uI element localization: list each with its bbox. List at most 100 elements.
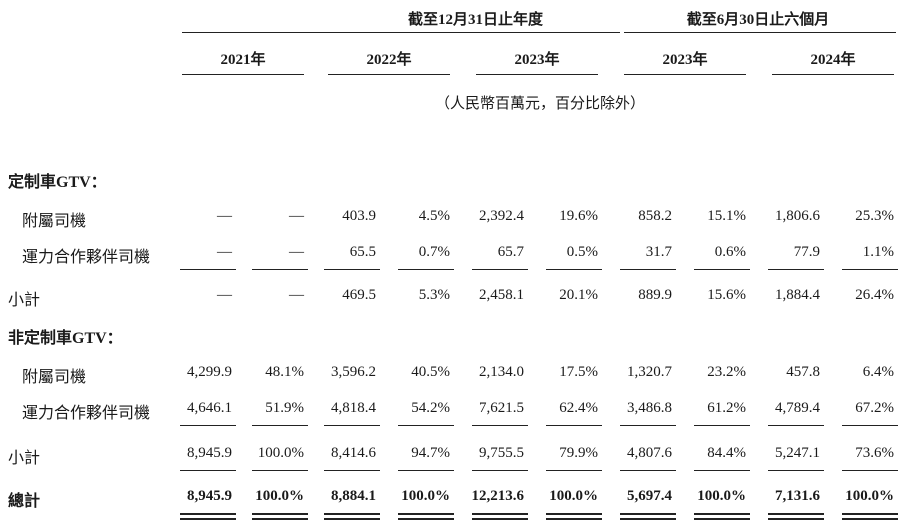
year-rule-2023-hy xyxy=(624,74,746,75)
cell-rule xyxy=(398,425,454,426)
cell-percent: 15.6% xyxy=(707,287,746,303)
row-label: 小計 xyxy=(8,292,41,309)
cell-percent: 17.5% xyxy=(559,364,598,380)
cell-rule xyxy=(694,425,750,426)
cell-percent: 15.1% xyxy=(707,208,746,224)
cell-amount: 8,945.9 xyxy=(187,488,232,504)
cell-rule-double xyxy=(768,518,824,520)
cell-amount: 31.7 xyxy=(645,244,672,260)
cell-rule xyxy=(180,470,236,471)
cell-percent: — xyxy=(289,208,304,224)
cell-percent: 94.7% xyxy=(411,445,450,461)
cell-amount: 457.8 xyxy=(786,364,820,380)
cell-amount: 77.9 xyxy=(793,244,820,260)
cell-percent: 100.0% xyxy=(697,488,746,504)
cell-percent: 100.0% xyxy=(401,488,450,504)
year-header-2022: 2022年 xyxy=(366,52,412,68)
cell-rule xyxy=(252,269,308,270)
cell-amount: 1,806.6 xyxy=(775,208,820,224)
cell-amount: 7,131.6 xyxy=(775,488,820,504)
unit-note: （人民幣百萬元，百分比除外） xyxy=(434,96,645,112)
header-group-hy-rule xyxy=(624,32,896,33)
header-group-hy: 截至6月30日止六個月 xyxy=(686,12,830,28)
cell-percent: 84.4% xyxy=(707,445,746,461)
cell-amount: 4,299.9 xyxy=(187,364,232,380)
cell-amount: — xyxy=(217,244,232,260)
cell-percent: 100.0% xyxy=(257,445,304,461)
row-label: 非定制車GTV： xyxy=(8,330,123,347)
cell-amount: 2,392.4 xyxy=(479,208,524,224)
year-rule-2024-hy xyxy=(772,74,894,75)
cell-percent: 67.2% xyxy=(855,400,894,416)
cell-amount: 4,789.4 xyxy=(775,400,820,416)
cell-rule xyxy=(694,513,750,515)
cell-amount: 9,755.5 xyxy=(479,445,524,461)
cell-percent: 62.4% xyxy=(559,400,598,416)
cell-rule xyxy=(842,425,898,426)
cell-rule-double xyxy=(694,518,750,520)
cell-amount: 4,818.4 xyxy=(331,400,376,416)
header-group-fy: 截至12月31日止年度 xyxy=(407,12,543,28)
cell-percent: 26.4% xyxy=(855,287,894,303)
cell-percent: 0.7% xyxy=(418,244,450,260)
cell-percent: 54.2% xyxy=(411,400,450,416)
cell-amount: — xyxy=(217,287,232,303)
cell-percent: — xyxy=(289,244,304,260)
cell-rule xyxy=(768,470,824,471)
cell-rule xyxy=(694,269,750,270)
cell-rule xyxy=(842,269,898,270)
cell-amount: 5,697.4 xyxy=(627,488,672,504)
cell-percent: 79.9% xyxy=(559,445,598,461)
cell-rule-double xyxy=(252,518,308,520)
cell-amount: 65.7 xyxy=(497,244,524,260)
cell-percent: 25.3% xyxy=(855,208,894,224)
cell-percent: 19.6% xyxy=(559,208,598,224)
cell-amount: 3,486.8 xyxy=(627,400,672,416)
cell-amount: 2,458.1 xyxy=(479,287,524,303)
cell-rule xyxy=(694,470,750,471)
cell-rule xyxy=(472,470,528,471)
cell-amount: 1,320.7 xyxy=(627,364,672,380)
cell-percent: 40.5% xyxy=(411,364,450,380)
year-rule-2021 xyxy=(182,74,304,75)
cell-percent: 5.3% xyxy=(418,287,450,303)
cell-rule xyxy=(842,470,898,471)
cell-rule xyxy=(768,513,824,515)
cell-amount: 469.5 xyxy=(342,287,376,303)
cell-amount: — xyxy=(217,208,232,224)
cell-percent: 0.6% xyxy=(714,244,746,260)
cell-rule xyxy=(398,513,454,515)
year-rule-2023-fy xyxy=(476,74,598,75)
cell-rule-double xyxy=(472,518,528,520)
cell-percent: 73.6% xyxy=(855,445,894,461)
cell-rule xyxy=(620,425,676,426)
cell-rule-double xyxy=(324,518,380,520)
cell-amount: 7,621.5 xyxy=(479,400,524,416)
cell-amount: 858.2 xyxy=(638,208,672,224)
cell-rule xyxy=(252,470,308,471)
cell-amount: 4,807.6 xyxy=(627,445,672,461)
header-group-fy-rule xyxy=(182,32,620,33)
cell-rule xyxy=(620,470,676,471)
cell-amount: 8,945.9 xyxy=(187,445,232,461)
row-label: 附屬司機 xyxy=(22,369,87,386)
cell-rule xyxy=(546,269,602,270)
cell-percent: 20.1% xyxy=(559,287,598,303)
cell-percent: 1.1% xyxy=(862,244,894,260)
cell-amount: 12,213.6 xyxy=(471,488,525,504)
cell-rule xyxy=(252,425,308,426)
year-header-2023-fy: 2023年 xyxy=(514,52,560,68)
row-label: 運力合作夥伴司機 xyxy=(22,249,151,266)
cell-percent: 0.5% xyxy=(566,244,598,260)
cell-percent: — xyxy=(289,287,304,303)
cell-rule xyxy=(472,425,528,426)
cell-rule xyxy=(180,269,236,270)
cell-rule xyxy=(768,269,824,270)
cell-rule-double xyxy=(620,518,676,520)
cell-percent: 61.2% xyxy=(707,400,746,416)
cell-rule-double xyxy=(842,518,898,520)
cell-rule xyxy=(472,513,528,515)
row-label: 定制車GTV： xyxy=(8,174,107,191)
cell-rule xyxy=(768,425,824,426)
cell-percent: 6.4% xyxy=(862,364,894,380)
